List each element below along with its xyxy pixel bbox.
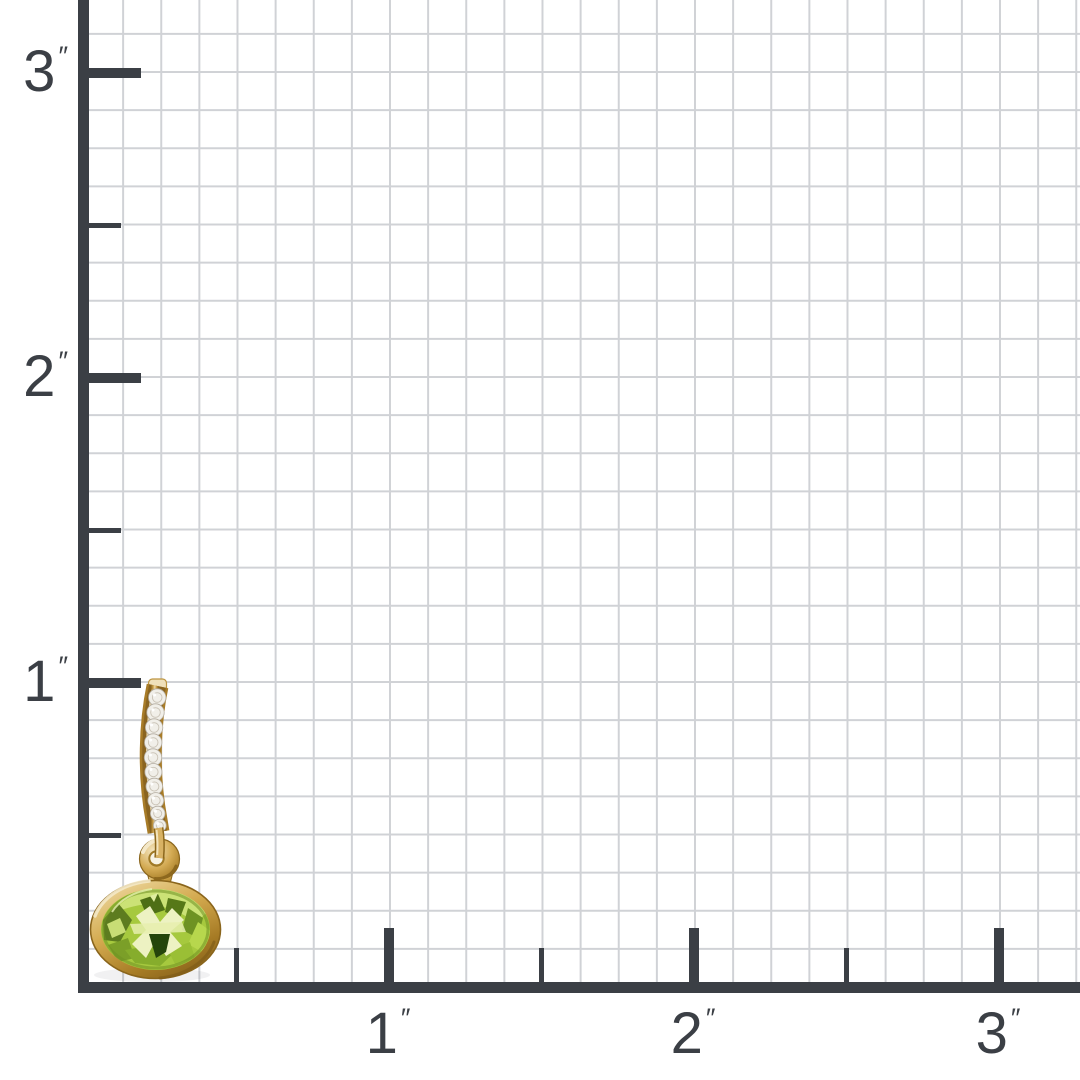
inch-grid bbox=[84, 0, 1080, 988]
x-axis-label-1in-value: 1 bbox=[365, 1001, 398, 1066]
x-axis-minor-tick bbox=[233, 948, 239, 988]
inch-unit-mark: ″ bbox=[400, 1002, 411, 1033]
x-axis-label-2in-value: 2 bbox=[670, 1001, 703, 1066]
y-axis-label-3in: 3 ″ bbox=[0, 40, 68, 104]
x-axis-minor-tick bbox=[538, 948, 544, 988]
y-axis-minor-tick bbox=[78, 222, 121, 228]
inch-unit-mark: ″ bbox=[58, 40, 68, 71]
y-axis-label-1in: 1 ″ bbox=[0, 650, 68, 714]
x-axis-minor-tick bbox=[843, 948, 849, 988]
inch-unit-mark: ″ bbox=[1010, 1002, 1021, 1033]
x-axis-label-3in: 3 ″ bbox=[943, 1002, 1053, 1066]
gold-bail-loop bbox=[138, 827, 181, 893]
x-axis-major-tick-3in bbox=[993, 928, 1004, 988]
y-axis-line bbox=[78, 0, 89, 993]
peridot-gem bbox=[101, 888, 210, 970]
y-axis-major-tick-2in bbox=[78, 372, 141, 383]
y-axis-label-3in-value: 3 bbox=[23, 39, 56, 104]
x-axis-major-tick-1in bbox=[383, 928, 394, 988]
gem-facets bbox=[101, 889, 210, 970]
y-axis-label-2in-value: 2 bbox=[23, 344, 56, 409]
y-axis-major-tick-1in bbox=[78, 677, 141, 688]
y-axis-minor-tick bbox=[78, 527, 121, 533]
y-axis-minor-tick bbox=[78, 832, 121, 838]
x-axis-label-3in-value: 3 bbox=[975, 1001, 1008, 1066]
x-axis-label-2in: 2 ″ bbox=[638, 1002, 748, 1066]
y-axis-label-2in: 2 ″ bbox=[0, 345, 68, 409]
inch-unit-mark: ″ bbox=[705, 1002, 716, 1033]
x-axis-line bbox=[78, 982, 1080, 993]
x-axis-label-1in: 1 ″ bbox=[333, 1002, 443, 1066]
x-axis-major-tick-2in bbox=[688, 928, 699, 988]
pave-diamonds bbox=[143, 688, 167, 833]
inch-unit-mark: ″ bbox=[58, 650, 68, 681]
y-axis-major-tick-3in bbox=[78, 67, 141, 78]
inch-unit-mark: ″ bbox=[58, 345, 68, 376]
y-axis-label-1in-value: 1 bbox=[23, 649, 56, 714]
